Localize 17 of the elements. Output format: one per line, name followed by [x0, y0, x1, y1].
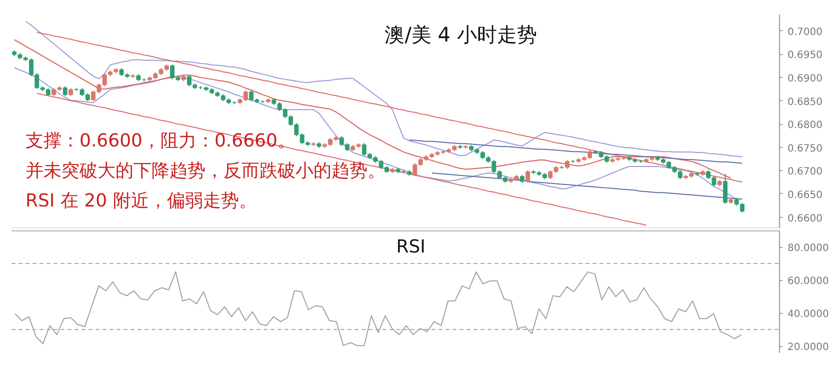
y-tick-label: 80.0000 — [788, 243, 829, 254]
annotation: 并未突破大的下降趋势，反而跌破小的趋势。 — [26, 160, 386, 182]
y-tick-label: 0.6600 — [788, 213, 822, 224]
y-tick-label: 0.6850 — [788, 96, 822, 108]
y-tick-label: 0.6900 — [788, 73, 822, 84]
y-tick-label: 0.6950 — [788, 50, 822, 62]
y-tick-label: 20.0000 — [788, 342, 829, 354]
chart-title: RSI — [396, 236, 426, 258]
annotation: RSI 在 20 附近，偏弱走势。 — [26, 190, 257, 212]
y-tick-label: 60.0000 — [788, 276, 829, 288]
y-tick-label: 0.6800 — [788, 120, 822, 132]
chart-title: 澳/美 4 小时走势 — [384, 22, 537, 46]
y-tick-label: 0.7000 — [788, 26, 822, 38]
y-tick-label: 0.6700 — [788, 166, 822, 178]
y-tick-label: 0.6750 — [788, 143, 822, 154]
y-tick-label: 40.0000 — [788, 309, 829, 320]
y-tick-label: 0.6650 — [788, 190, 822, 201]
